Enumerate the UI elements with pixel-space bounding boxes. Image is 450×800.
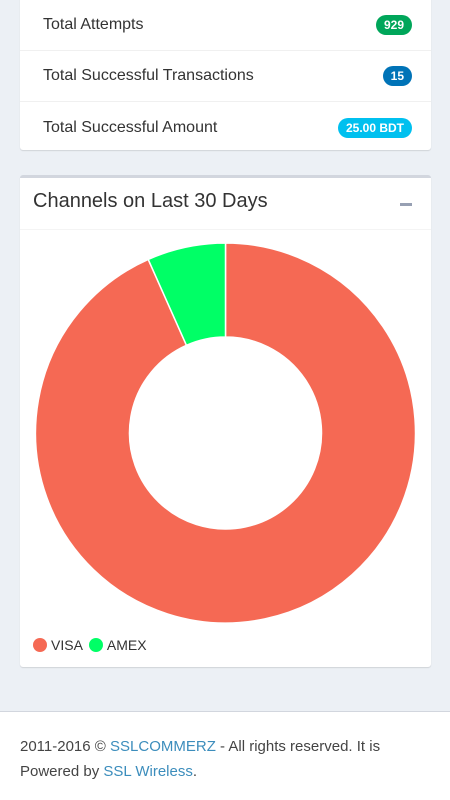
stat-row-successful-amount: Total Successful Amount 25.00 BDT [20, 102, 431, 153]
donut-slice-visa[interactable] [34, 242, 417, 624]
legend-label: VISA [51, 637, 83, 653]
chart-legend: VISA AMEX [33, 635, 153, 655]
chart-box-header: Channels on Last 30 Days [20, 178, 431, 230]
stat-badge: 25.00 BDT [337, 117, 412, 138]
stat-badge: 15 [382, 66, 412, 86]
legend-label: AMEX [106, 637, 147, 653]
legend-swatch [88, 638, 103, 652]
legend-item-visa: VISA [33, 637, 83, 653]
legend-swatch [33, 638, 47, 652]
page-footer: 2011-2016 © SSLCOMMERZ - All rights rese… [0, 711, 450, 800]
legend-item-amex: AMEX [88, 637, 147, 653]
stat-badge: 929 [375, 15, 412, 35]
chart-title: Channels on Last 30 Days [33, 190, 268, 212]
channels-donut-chart [34, 242, 417, 624]
stat-label: Total Successful Transactions [43, 67, 254, 84]
stat-row-total-attempts: Total Attempts 929 [20, 0, 431, 51]
stats-card: Total Attempts 929 Total Successful Tran… [20, 0, 431, 150]
ssl-wireless-link[interactable]: SSL Wireless [103, 763, 193, 780]
footer-years: 2011-2016 © [20, 738, 106, 755]
footer-end-punct: . [192, 763, 198, 780]
channels-chart-box: Channels on Last 30 Days VISA AMEX [20, 175, 431, 667]
sslcommerz-link[interactable]: SSLCOMMERZ [110, 738, 216, 755]
donut-slice-amex[interactable] [147, 242, 227, 347]
stat-row-successful-transactions: Total Successful Transactions 15 [20, 51, 431, 102]
stat-label: Total Attempts [43, 16, 144, 33]
stat-label: Total Successful Amount [43, 118, 218, 136]
minus-icon [400, 203, 412, 206]
collapse-button[interactable] [395, 193, 417, 215]
footer-rights-text: - All rights reserved. It is Powered by [20, 738, 381, 780]
